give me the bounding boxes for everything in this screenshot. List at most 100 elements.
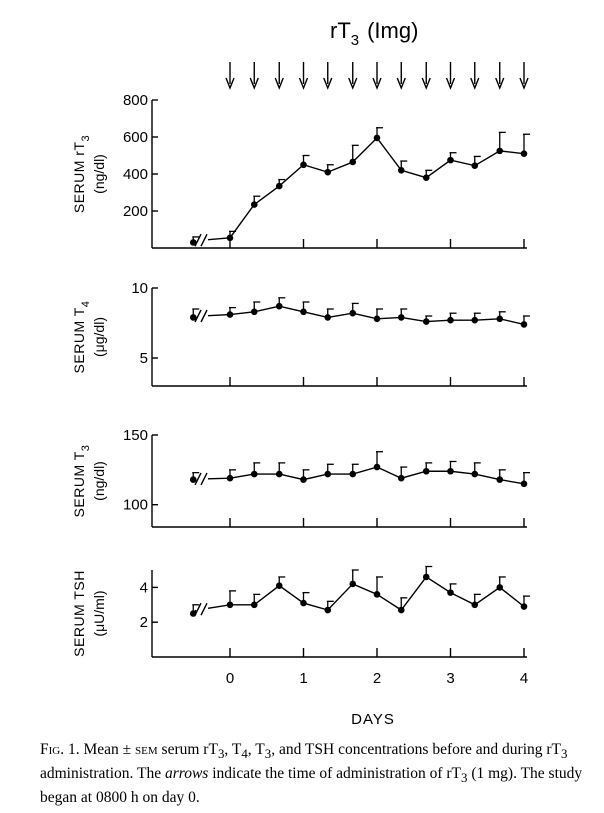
data-point	[520, 603, 528, 610]
data-point	[349, 158, 357, 166]
y-tick-label: 4	[140, 579, 148, 596]
dose-arrow	[274, 62, 284, 90]
y-axis-unit: (μg/dl)	[91, 317, 107, 357]
y-tick-label: 200	[123, 203, 148, 220]
data-point	[520, 321, 528, 328]
data-point	[471, 470, 479, 478]
dose-arrow	[445, 62, 456, 90]
x-tick-label: 3	[446, 670, 454, 687]
caption-arrows-word: arrows	[164, 765, 209, 783]
y-tick-label: 100	[123, 497, 148, 514]
x-tick-label: 0	[226, 670, 234, 687]
series-line	[229, 136, 525, 239]
treatment-drug: rT	[330, 18, 351, 43]
axis-break-mark	[194, 472, 202, 486]
caption-sub-a: 3	[217, 746, 225, 762]
data-point	[275, 582, 283, 589]
y-axis-title-main: SERUM TSH	[71, 570, 87, 657]
y-axis-unit: (ng/dl)	[91, 154, 107, 194]
caption-text-8: (1 mg). The study began at 0800 h on day…	[40, 765, 583, 807]
panel-4: 2 4 SERUM TSH (μU/ml)	[71, 565, 530, 658]
caption-text-4: , T	[247, 741, 265, 758]
data-point	[349, 580, 357, 588]
data-point	[471, 601, 479, 609]
y-axis-title-subscript: 3	[80, 135, 92, 142]
x-axis-title: DAYS	[351, 711, 395, 728]
caption-sub-c: 3	[264, 746, 272, 762]
dose-arrow	[225, 62, 235, 90]
data-point	[226, 474, 234, 482]
data-point	[226, 601, 234, 609]
y-axis-unit: (μU/ml)	[91, 590, 107, 636]
data-point	[300, 476, 307, 483]
figure-caption: Fig. 1. Mean ± sem serum rT3, T4, T3, an…	[40, 740, 596, 808]
data-point	[189, 239, 197, 246]
x-axis-labels: 0 1 2 3 4	[226, 670, 528, 687]
data-point	[471, 316, 479, 324]
y-tick-label: 5	[140, 350, 148, 367]
data-point	[496, 476, 504, 483]
caption-sem: sem	[135, 741, 158, 758]
data-point	[250, 201, 258, 208]
series-line-segment	[207, 477, 231, 480]
y-axis-title-subscript: 4	[80, 301, 92, 308]
y-axis-title-main: SERUM T	[71, 307, 87, 373]
data-point	[520, 150, 528, 157]
data-point	[422, 573, 430, 581]
data-point	[447, 467, 454, 475]
dose-arrow	[249, 62, 259, 90]
data-point	[189, 314, 197, 321]
series-line-segment	[207, 237, 231, 241]
data-point	[349, 309, 357, 317]
svg-text:rT3(Img): rT3 (Img)	[330, 18, 418, 49]
data-point	[447, 156, 454, 164]
y-axis-title: SERUM T4	[71, 301, 92, 374]
data-point	[349, 470, 357, 478]
data-point	[496, 584, 504, 591]
caption-text-2: serum rT	[157, 741, 218, 758]
y-axis-unit: (ng/dl)	[91, 461, 107, 501]
data-point	[397, 606, 405, 614]
axis-break-mark	[200, 233, 208, 247]
dose-arrow	[348, 62, 358, 90]
dose-arrow	[298, 62, 309, 90]
y-axis-title: SERUM rT3	[71, 135, 92, 213]
caption-sub-e: 3	[461, 770, 468, 786]
treatment-subscript: 3	[351, 32, 359, 49]
caption-sub-b: 4	[241, 746, 248, 762]
data-point	[324, 606, 332, 614]
dose-arrow	[372, 62, 382, 90]
data-point	[275, 302, 283, 310]
y-tick-label: 150	[123, 427, 148, 444]
axis-break-mark	[194, 309, 202, 323]
caption-text-1: Mean ±	[79, 741, 136, 758]
data-point	[496, 315, 504, 323]
axis-break-mark	[200, 472, 208, 486]
data-point	[250, 470, 258, 478]
data-point	[373, 463, 381, 471]
y-axis-title: SERUM T3	[71, 445, 92, 518]
caption-sub-d: 3	[561, 746, 568, 762]
y-axis-title-subscript: 3	[80, 445, 92, 452]
caption-text-3: , T	[224, 741, 242, 758]
data-point	[300, 308, 307, 316]
data-point	[324, 168, 332, 176]
data-point	[226, 311, 234, 318]
treatment-label: rT3 (Img)	[330, 18, 418, 49]
y-axis-title: SERUM TSH	[71, 570, 87, 657]
y-tick-label: 2	[140, 614, 148, 631]
y-tick-label: 600	[123, 129, 148, 146]
data-point	[189, 610, 197, 617]
data-point	[397, 314, 405, 321]
x-tick-label: 4	[520, 670, 528, 687]
data-point	[471, 162, 479, 169]
data-point	[324, 314, 332, 321]
caption-fig-label: Fig. 1.	[40, 741, 80, 758]
data-point	[373, 134, 381, 142]
data-point	[275, 182, 283, 190]
dose-arrow	[396, 62, 406, 90]
